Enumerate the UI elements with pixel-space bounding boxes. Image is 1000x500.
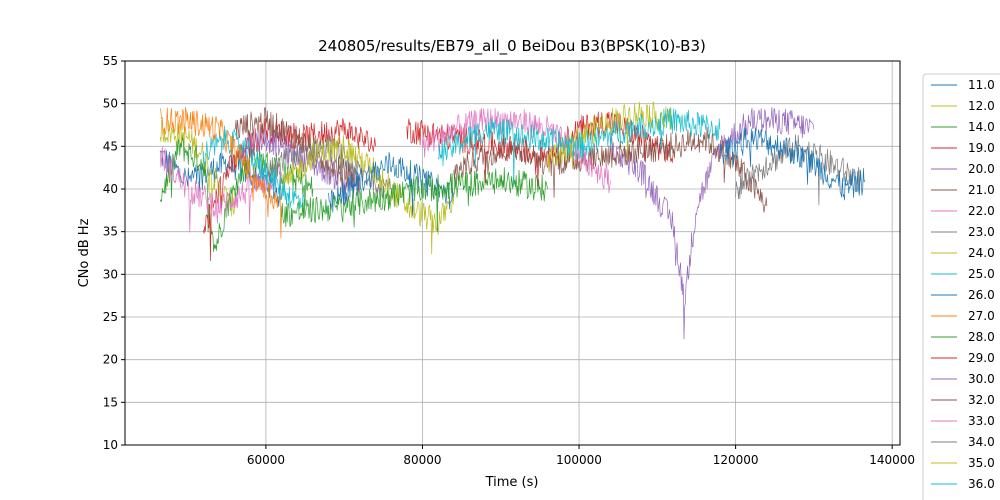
series-line-34-0 [735,134,862,206]
y-tick-label: 20 [103,353,118,367]
x-tick-label: 140000 [869,453,915,467]
series-line-36-0 [437,108,721,188]
legend-label: 36.0 [968,477,995,491]
series-line-32-0 [453,126,768,213]
chart-title: 240805/results/EB79_all_0 BeiDou B3(BPSK… [318,37,706,56]
y-tick-label: 50 [103,97,118,111]
legend-label: 11.0 [968,78,995,92]
y-tick-label: 35 [103,225,118,239]
y-tick-label: 10 [103,438,118,452]
y-axis: 10 15 20 25 30 35 40 45 50 55 [103,54,125,452]
legend-label: 37.0 [968,498,995,500]
x-tick-label: 120000 [713,453,759,467]
legend-label: 20.0 [968,162,995,176]
series-line-27-0 [159,106,282,239]
series-line-24-0 [281,135,455,255]
grid [125,60,900,446]
series-line-37-0 [719,127,866,201]
x-tick-label: 60000 [247,453,285,467]
y-tick-label: 45 [103,139,118,153]
legend-frame [922,73,1000,500]
legend-label: 34.0 [968,435,995,449]
y-tick-label: 15 [103,395,118,409]
legend-label: 25.0 [968,267,995,281]
legend-label: 23.0 [968,225,995,239]
y-axis-label: CNo dB Hz [77,218,92,287]
series-line-33-0 [422,107,611,194]
x-axis: 60000 80000 100000 120000 140000 [247,445,915,467]
series-line-19-0 [202,117,376,262]
series-line-14-0 [159,136,314,252]
legend-label: 12.0 [968,99,995,113]
series-line-25-0 [202,125,306,210]
legend-label: 29.0 [968,351,995,365]
legend-label: 22.0 [968,204,995,218]
y-tick-label: 25 [103,310,118,324]
legend-label: 26.0 [968,288,995,302]
legend: 11.0 12.0 14.0 19.0 20.0 21.0 22.0 23.0 24.0 25.0… [922,73,1000,500]
legend-label: 33.0 [968,414,995,428]
series-line-28-0 [281,167,549,232]
legend-label: 14.0 [968,120,995,134]
x-tick-label: 100000 [556,453,602,467]
legend-label: 35.0 [968,456,995,470]
legend-label: 27.0 [968,309,995,323]
series-line-21-0 [234,107,361,193]
legend-label: 30.0 [968,372,995,386]
series-line-30-0 [610,106,815,340]
y-tick-label: 40 [103,182,118,196]
legend-label: 19.0 [968,141,995,155]
series-line-35-0 [547,101,674,173]
x-tick-label: 80000 [403,453,441,467]
series-layer [159,101,866,340]
y-tick-label: 55 [103,54,118,68]
legend-label: 32.0 [968,393,995,407]
legend-label: 21.0 [968,183,995,197]
legend-label: 28.0 [968,330,995,344]
x-axis-label: Time (s) [485,475,539,490]
plot-frame [124,60,901,446]
y-tick-label: 30 [103,267,118,281]
legend-label: 24.0 [968,246,995,260]
